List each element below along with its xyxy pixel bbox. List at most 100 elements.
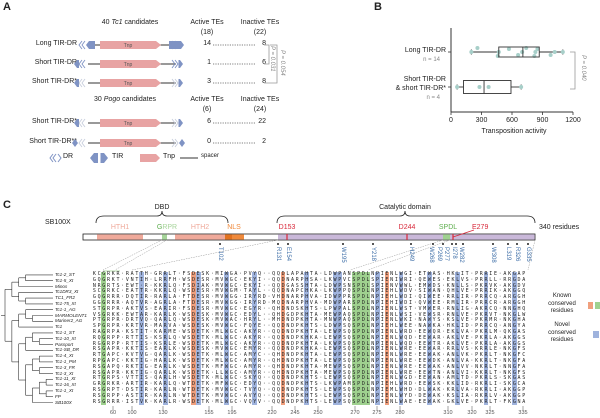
residue: Q [276, 346, 280, 353]
residue: K [206, 311, 210, 318]
residue: H [276, 305, 280, 312]
residue: K [475, 358, 479, 364]
residue: P [295, 271, 299, 277]
residue: E [384, 311, 390, 319]
residue: P [111, 369, 115, 376]
x-tick-label: 600 [506, 117, 518, 124]
residue: D [280, 363, 286, 371]
residue: Y [432, 317, 436, 324]
hth2-segment [175, 234, 225, 240]
residue: · [177, 288, 181, 295]
residue: R [493, 300, 497, 306]
residue: A [314, 363, 318, 370]
residue: Q [446, 288, 450, 295]
mutation-dot [287, 243, 289, 245]
residue: G [229, 392, 233, 399]
residue: · [267, 323, 271, 330]
residue: S [371, 282, 375, 289]
residue: W [224, 271, 229, 278]
residue: Q [347, 387, 351, 393]
residue: S [522, 329, 526, 335]
residue: L [324, 392, 328, 399]
residue: L [455, 381, 461, 388]
residue: S [116, 282, 120, 289]
sequence-name: Tc1-16_Xt [55, 382, 76, 388]
residue: R [162, 352, 168, 359]
residue: P [475, 323, 479, 330]
residue: D [360, 276, 366, 284]
residue: K [173, 358, 177, 364]
residue: L [394, 334, 398, 341]
residue: R [116, 300, 120, 306]
residue: P [475, 288, 479, 295]
residue: R [483, 317, 489, 325]
residue: A [243, 334, 247, 341]
residue: K [508, 334, 512, 341]
residue: · [121, 340, 125, 347]
position-tick-label: 270 [350, 410, 360, 416]
residue: R [248, 294, 252, 301]
residue: L [489, 381, 493, 388]
residue: · [319, 323, 323, 330]
residue: D [262, 294, 266, 301]
residue: L [324, 358, 328, 364]
residue: A [446, 369, 450, 376]
residue: K [309, 334, 313, 341]
residue: G [229, 271, 233, 277]
residue: K [300, 375, 304, 382]
residue: D [409, 387, 413, 393]
residue: K [451, 271, 455, 277]
residue: C [234, 352, 238, 359]
residue: · [319, 375, 323, 382]
residue: T [309, 381, 313, 388]
residue: I [380, 305, 384, 312]
residue: E [465, 288, 469, 295]
residue: K [479, 317, 483, 324]
residue: · [267, 398, 271, 405]
mutated-residue-label: T102 [217, 247, 223, 261]
residue: D [262, 300, 266, 306]
residue: G [101, 352, 107, 359]
residue: E [328, 358, 332, 364]
residue: S [97, 363, 101, 370]
residue: W [398, 381, 404, 388]
residue: · [239, 276, 243, 283]
residue: D [465, 375, 469, 382]
residue: P [337, 300, 343, 307]
position-tick-label: 100 [127, 410, 137, 416]
residue: · [262, 363, 266, 370]
residue: W [427, 300, 432, 307]
residue: · [121, 398, 125, 405]
residue: N [390, 358, 394, 364]
residue: R [162, 392, 168, 400]
residue: K [300, 334, 304, 341]
residue: W [224, 346, 229, 354]
residue: V [460, 369, 464, 376]
residue: · [149, 346, 153, 353]
residue: W [182, 323, 186, 330]
residue: E [384, 323, 390, 330]
residue: T [135, 387, 139, 393]
residue: C [234, 387, 238, 393]
residue: M [215, 311, 219, 318]
residue: S [465, 276, 469, 283]
residue: M [215, 288, 219, 295]
residue: W [427, 352, 432, 359]
residue: R [107, 329, 111, 335]
residue: E [384, 398, 390, 406]
residue: L [455, 323, 461, 330]
residue: A [314, 369, 318, 376]
residue: P [300, 300, 304, 306]
residue: W [427, 369, 432, 377]
residue: Q [276, 381, 280, 388]
residue: R [107, 300, 111, 306]
residue: E [465, 398, 469, 405]
residue: G [511, 282, 517, 290]
residue: A [229, 317, 233, 324]
residue: W [332, 398, 338, 406]
residue: · [177, 346, 181, 353]
residue: D [248, 381, 252, 388]
residue: · [267, 294, 271, 301]
residue: A [423, 317, 427, 324]
residue: N [503, 363, 507, 370]
